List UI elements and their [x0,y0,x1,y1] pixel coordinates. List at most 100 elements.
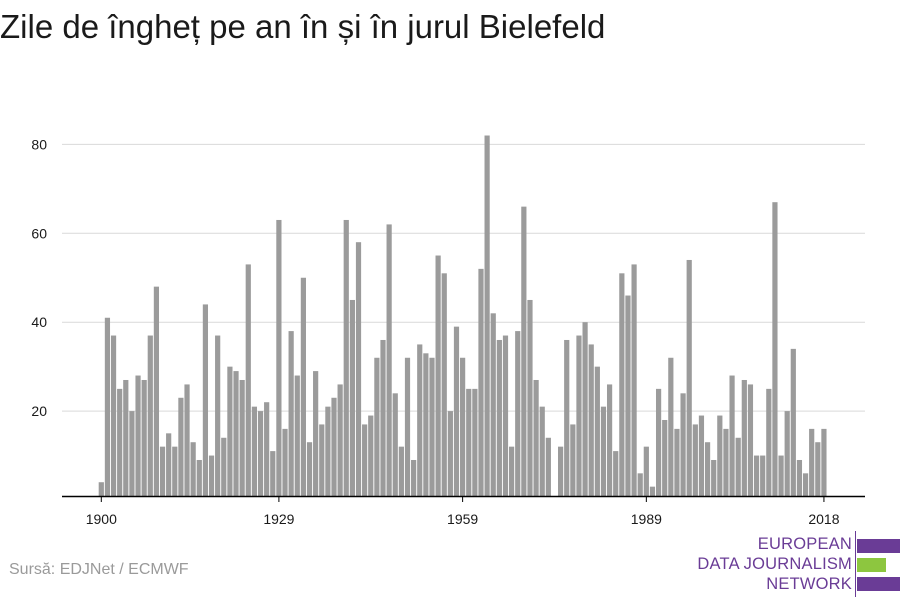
bar-1928 [270,451,276,496]
x-tick-label: 1989 [631,511,662,527]
logo-line-1: EUROPEAN [757,535,852,553]
bar-1929 [276,219,282,496]
bar-2003 [729,375,735,496]
bar-1984 [613,451,619,496]
y-tick-label: 20 [31,403,47,419]
bar-2006 [747,384,754,496]
bar-2015 [802,473,809,496]
bar-1920 [221,437,227,496]
bar-1916 [196,459,202,496]
bar-1945 [374,357,380,496]
bar-1918 [208,455,215,496]
chart-title: Zile de îngheț pe an în și în jurul Biel… [0,8,606,45]
bar-1937 [325,406,331,496]
bar-1939 [337,384,343,496]
bar-1900 [98,482,104,496]
bar-1919 [215,335,221,496]
bar-1954 [429,357,435,496]
bar-2001 [717,415,723,496]
bar-1983 [606,384,613,496]
bar-1908 [147,335,153,496]
bar-1922 [233,371,239,496]
logo-bar-purple-top [857,539,900,553]
bar-1946 [380,339,386,496]
bar-1994 [674,428,680,496]
bar-1981 [594,366,600,496]
bar-1988 [637,473,643,496]
bar-1995 [680,393,686,496]
bar-1944 [368,415,374,496]
bar-1901 [104,317,111,496]
bar-1985 [619,273,625,496]
bar-2016 [809,428,815,496]
bar-1930 [282,428,288,496]
edjnet-logo: EUROPEAN DATA JOURNALISM NETWORK [697,531,900,597]
bar-1914 [184,384,190,496]
bar-1951 [411,459,417,496]
bar-1961 [472,388,478,496]
bar-1921 [227,366,233,496]
bar-1968 [515,331,521,496]
x-tick-label: 1900 [86,511,117,527]
logo-bar-purple-bottom [857,577,900,591]
bar-1924 [245,264,251,496]
bar-1975 [558,446,564,496]
bar-2007 [753,455,760,496]
bar-1913 [178,397,184,496]
bar-1938 [331,397,337,496]
bar-1987 [631,264,637,496]
bar-1991 [655,388,662,496]
logo-divider [855,531,856,597]
bar-1999 [704,442,711,496]
source-note: Sursă: EDJNet / ECMWF [9,561,189,578]
bar-1998 [698,415,705,496]
bar-1970 [527,299,533,496]
bar-1933 [300,277,306,496]
bar-1967 [509,446,515,496]
bar-1923 [239,379,245,496]
bar-1947 [386,224,392,496]
bar-1917 [202,304,209,496]
bar-1925 [251,406,257,496]
bar-1973 [545,437,551,496]
bar-1990 [649,486,656,496]
y-tick-label: 80 [31,136,47,152]
bar-1948 [392,393,398,496]
bar-1993 [668,357,674,496]
bar-2012 [784,411,790,496]
bar-2018 [821,428,827,496]
bar-1977 [570,424,576,496]
bar-2008 [760,455,766,496]
x-tick-label: 1959 [447,511,478,527]
bar-1956 [441,273,447,496]
bars [98,135,827,496]
bar-1963 [484,135,490,496]
bar-1972 [539,406,545,496]
bar-2005 [741,379,747,496]
bar-1940 [343,219,349,496]
bar-1979 [582,322,588,496]
bar-2002 [723,428,729,496]
bar-1976 [564,339,570,496]
bar-1982 [600,406,607,496]
bar-1965 [496,339,502,496]
bar-1958 [453,326,460,496]
bar-1935 [313,371,319,496]
bar-2011 [778,455,784,496]
bar-1996 [686,259,692,496]
bar-1915 [190,442,196,496]
x-axis-ticks: 1900 1929 1959 1989 2018 [86,496,840,527]
bar-2004 [735,437,741,496]
bar-1931 [288,331,294,496]
bar-2014 [796,459,803,496]
bar-1906 [135,375,141,496]
bar-1989 [643,446,649,496]
bar-1959 [460,357,466,496]
bar-1971 [533,379,539,496]
bar-2009 [766,388,772,496]
bar-1997 [692,424,698,496]
bar-1992 [662,419,668,496]
y-tick-label: 60 [31,225,47,241]
bar-1978 [576,335,582,496]
bar-1910 [159,446,166,496]
